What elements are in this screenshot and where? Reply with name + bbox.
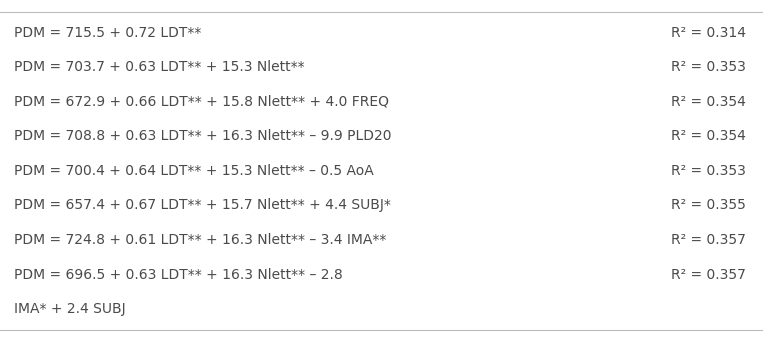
Text: PDM = 696.5 + 0.63 LDT** + 16.3 Nlett** – 2.8: PDM = 696.5 + 0.63 LDT** + 16.3 Nlett** … — [14, 268, 343, 282]
Text: R² = 0.353: R² = 0.353 — [671, 164, 746, 178]
Text: R² = 0.353: R² = 0.353 — [671, 60, 746, 74]
Text: PDM = 700.4 + 0.64 LDT** + 15.3 Nlett** – 0.5 AoA: PDM = 700.4 + 0.64 LDT** + 15.3 Nlett** … — [14, 164, 373, 178]
Text: PDM = 708.8 + 0.63 LDT** + 16.3 Nlett** – 9.9 PLD20: PDM = 708.8 + 0.63 LDT** + 16.3 Nlett** … — [14, 129, 391, 143]
Text: PDM = 672.9 + 0.66 LDT** + 15.8 Nlett** + 4.0 FREQ: PDM = 672.9 + 0.66 LDT** + 15.8 Nlett** … — [14, 95, 388, 109]
Text: PDM = 703.7 + 0.63 LDT** + 15.3 Nlett**: PDM = 703.7 + 0.63 LDT** + 15.3 Nlett** — [14, 60, 304, 74]
Text: PDM = 715.5 + 0.72 LDT**: PDM = 715.5 + 0.72 LDT** — [14, 26, 201, 39]
Text: PDM = 657.4 + 0.67 LDT** + 15.7 Nlett** + 4.4 SUBJ*: PDM = 657.4 + 0.67 LDT** + 15.7 Nlett** … — [14, 199, 391, 212]
Text: R² = 0.357: R² = 0.357 — [671, 233, 746, 247]
Text: R² = 0.355: R² = 0.355 — [671, 199, 746, 212]
Text: R² = 0.354: R² = 0.354 — [671, 95, 746, 109]
Text: PDM = 724.8 + 0.61 LDT** + 16.3 Nlett** – 3.4 IMA**: PDM = 724.8 + 0.61 LDT** + 16.3 Nlett** … — [14, 233, 386, 247]
Text: R² = 0.314: R² = 0.314 — [671, 26, 746, 39]
Text: R² = 0.357: R² = 0.357 — [671, 268, 746, 282]
Text: IMA* + 2.4 SUBJ: IMA* + 2.4 SUBJ — [14, 302, 125, 316]
Text: R² = 0.354: R² = 0.354 — [671, 129, 746, 143]
